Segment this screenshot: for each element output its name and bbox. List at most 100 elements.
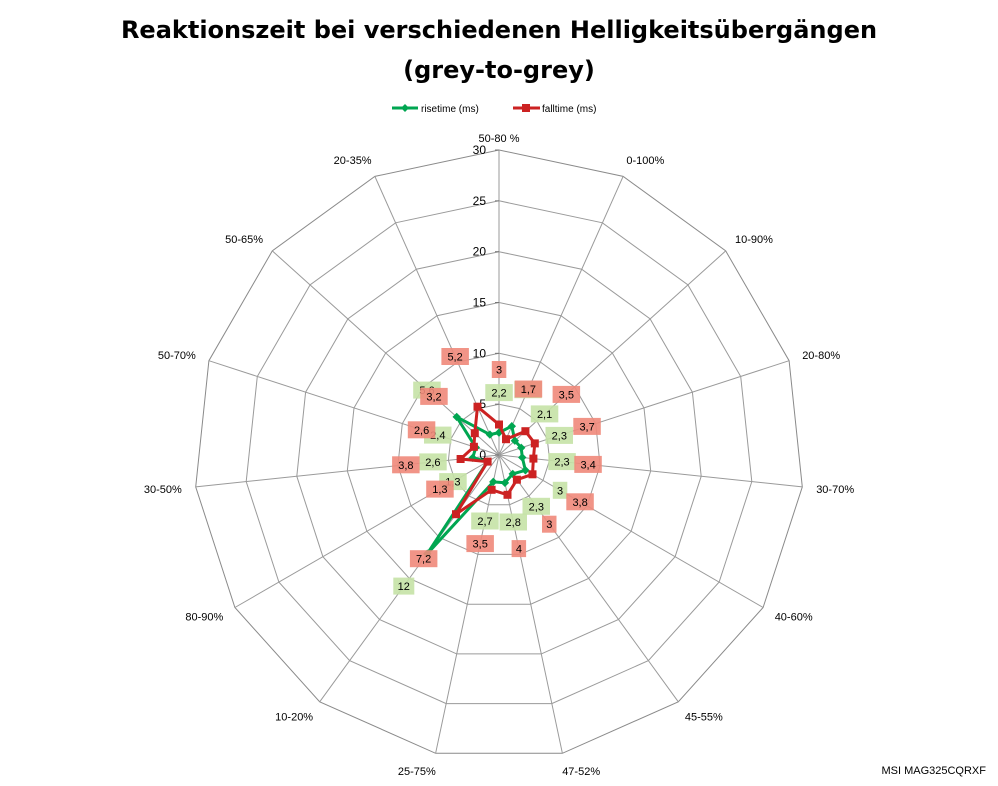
data-label-risetime-ms-20-80: 2,3 — [552, 430, 567, 442]
category-label-50-80: 50-80 % — [479, 133, 520, 145]
series-line-risetime-ms — [425, 415, 527, 556]
data-label-falltime-ms-80-90: 1,3 — [432, 484, 447, 496]
data-label-risetime-ms-40-60: 3 — [557, 485, 563, 497]
data-label-box — [566, 493, 594, 511]
chart-title: Reaktionszeit bei verschiedenen Helligke… — [121, 16, 877, 44]
legend-label-risetime: risetime (ms) — [421, 104, 479, 115]
data-label-risetime-ms-10-90: 2,1 — [537, 409, 552, 421]
data-label-box — [466, 535, 494, 553]
data-label-box — [491, 361, 507, 378]
data-label-box — [514, 380, 543, 398]
tick-label: 25 — [473, 194, 487, 208]
legend: risetime (ms) falltime (ms) — [392, 104, 596, 115]
data-label-box — [426, 480, 454, 498]
data-label-falltime-ms-50-80: 3 — [496, 365, 502, 377]
point-falltime-ms-30-50 — [456, 455, 465, 463]
category-label-20-35: 20-35% — [334, 155, 372, 167]
legend-marker-falltime — [522, 104, 530, 112]
grid-ring — [245, 200, 753, 705]
grid-spoke — [208, 360, 500, 456]
point-risetime-ms-30-70 — [518, 453, 527, 462]
category-label-20-80: 20-80% — [802, 350, 840, 362]
data-label-box — [407, 421, 436, 439]
tick-label: 30 — [473, 143, 487, 157]
data-label-box — [420, 387, 448, 405]
data-label-box — [392, 456, 420, 474]
category-label-10-20: 10-20% — [275, 711, 313, 723]
grid-ring — [195, 149, 803, 754]
data-label-box — [545, 426, 573, 444]
grid-spoke — [498, 454, 764, 608]
point-risetime-ms-10-90 — [510, 436, 520, 445]
data-label-risetime-ms-47-52: 2,8 — [506, 517, 521, 529]
data-label-falltime-ms-40-60: 3,8 — [572, 497, 587, 509]
point-falltime-ms-47-52 — [503, 490, 512, 499]
category-label-25-75: 25-75% — [398, 766, 436, 778]
point-risetime-ms-40-60 — [521, 466, 530, 475]
grid-ring — [296, 251, 702, 655]
point-risetime-ms-47-52 — [500, 478, 510, 488]
data-label-box — [409, 550, 438, 568]
grid-ring — [447, 403, 551, 506]
legend-label-falltime: falltime (ms) — [542, 104, 596, 115]
tick-label: 10 — [473, 346, 487, 360]
data-label-falltime-ms-47-52: 4 — [516, 544, 522, 556]
data-label-risetime-ms-30-50: 2,6 — [425, 457, 440, 469]
data-label-box — [485, 384, 513, 402]
point-falltime-ms-40-60 — [528, 470, 537, 479]
grid-spoke — [435, 454, 500, 754]
category-label-10-90: 10-90% — [735, 234, 773, 246]
point-falltime-ms-50-80 — [495, 420, 503, 429]
radial-axis-ticks: 0 5 10 15 20 25 30 — [473, 143, 499, 462]
point-falltime-ms-30-70 — [529, 454, 538, 463]
grid-spoke — [498, 250, 727, 456]
data-labels: 2,23,12,12,32,332,32,82,7121,32,62,45,63… — [392, 348, 602, 595]
data-label-risetime-ms-45-55: 2,3 — [529, 501, 544, 513]
data-label-falltime-ms-20-35: 5,2 — [447, 352, 462, 364]
data-label-risetime-ms-10-20: 12 — [398, 581, 410, 593]
chart-subtitle: (grey-to-grey) — [403, 56, 595, 84]
data-label-falltime-ms-50-70: 2,6 — [414, 425, 429, 437]
point-risetime-ms-20-80 — [517, 443, 526, 452]
data-label-falltime-ms-50-65: 3,2 — [426, 391, 441, 403]
data-label-box — [530, 405, 559, 423]
category-label-30-50: 30-50% — [144, 484, 182, 496]
tick-label: 15 — [473, 296, 487, 310]
legend-item-risetime: risetime (ms) — [392, 104, 479, 115]
point-risetime-ms-0-100 — [507, 422, 517, 431]
point-falltime-ms-10-90 — [521, 427, 530, 436]
grid-spoke — [498, 454, 803, 488]
category-labels: 50-80 % 0-100% 10-90% 20-80% 30-70% 40-60% 45-… — [144, 133, 854, 778]
data-label-box — [511, 540, 527, 558]
point-falltime-ms-10-20 — [452, 510, 460, 519]
category-label-30-70: 30-70% — [816, 484, 854, 496]
data-label-box — [552, 481, 568, 499]
data-label-box — [552, 385, 581, 403]
data-label-box — [548, 453, 576, 471]
data-label-box — [419, 453, 447, 471]
point-falltime-ms-50-65 — [470, 429, 479, 438]
data-label-box — [499, 513, 527, 531]
grid-spoke — [195, 454, 500, 488]
data-label-risetime-ms-25-75: 2,7 — [477, 516, 492, 528]
grid-spoke — [498, 176, 624, 456]
data-label-box — [542, 515, 557, 533]
point-falltime-ms-45-55 — [512, 475, 521, 484]
point-falltime-ms-50-70 — [469, 442, 478, 451]
data-label-risetime-ms-50-80: 2,2 — [491, 388, 506, 400]
tick-label: 20 — [473, 245, 487, 259]
category-label-0-100: 0-100% — [626, 155, 664, 167]
grid-spoke — [498, 454, 563, 754]
category-label-47-52: 47-52% — [562, 766, 600, 778]
point-falltime-ms-20-80 — [530, 439, 539, 448]
category-label-50-70: 50-70% — [158, 350, 196, 362]
data-label-box — [393, 577, 415, 595]
data-label-falltime-ms-25-75: 3,5 — [473, 539, 488, 551]
data-label-box — [573, 417, 601, 435]
category-label-50-65: 50-65% — [225, 234, 263, 246]
radar-grid — [195, 149, 803, 754]
point-risetime-ms-50-65 — [452, 412, 461, 422]
grid-ring — [397, 352, 601, 555]
point-falltime-ms-0-100 — [502, 435, 510, 444]
